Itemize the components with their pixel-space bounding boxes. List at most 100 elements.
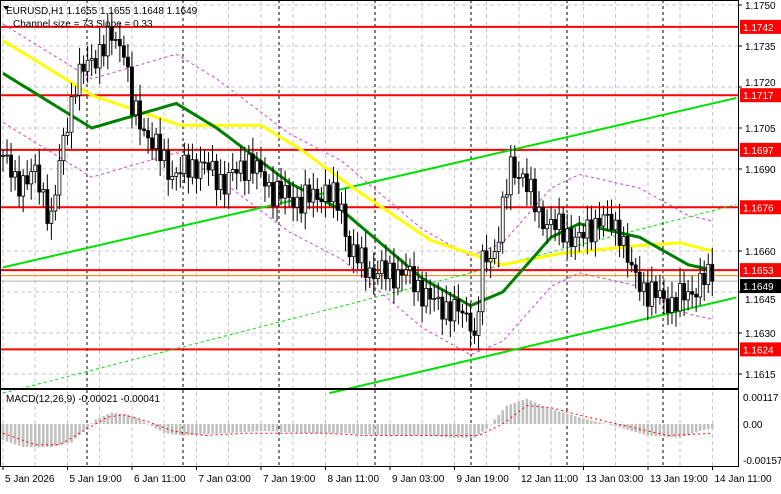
macd-histogram-bar <box>421 424 424 436</box>
macd-histogram-bar <box>22 424 25 447</box>
candle-body <box>610 214 613 229</box>
candle-body <box>82 64 85 71</box>
candle-body <box>679 284 682 311</box>
macd-histogram-bar <box>425 424 428 436</box>
macd-histogram-bar <box>590 420 593 424</box>
candle-body <box>380 261 383 274</box>
candle-body <box>570 229 573 247</box>
candle-body <box>425 288 428 306</box>
candle-body <box>384 261 387 279</box>
macd-histogram-bar <box>348 424 351 433</box>
macd-histogram-bar <box>54 424 57 446</box>
macd-histogram-bar <box>207 424 210 434</box>
macd-histogram-bar <box>38 424 41 447</box>
candle-body <box>453 299 456 321</box>
time-tick-label: 9 Jan 03:00 <box>392 474 445 485</box>
macd-histogram-bar <box>46 424 49 447</box>
macd-histogram-bar <box>332 424 335 433</box>
macd-histogram-bar <box>183 424 186 436</box>
macd-histogram-bar <box>578 417 581 424</box>
macd-histogram-bar <box>18 424 21 446</box>
candle-body <box>344 204 347 236</box>
candle-body <box>658 291 661 298</box>
macd-histogram-bar <box>312 424 315 433</box>
candle-body <box>586 220 589 238</box>
candle-body <box>529 179 532 191</box>
macd-histogram-bar <box>489 424 492 425</box>
candle-body <box>400 270 403 275</box>
macd-histogram-bar <box>518 401 521 424</box>
macd-histogram-bar <box>659 424 662 436</box>
macd-histogram-bar <box>199 424 202 435</box>
macd-histogram-bar <box>364 424 367 434</box>
macd-histogram-bar <box>292 424 295 433</box>
candle-body <box>58 161 61 195</box>
macd-histogram-bar <box>70 424 73 442</box>
macd-histogram-bar <box>336 424 339 433</box>
candle-body <box>143 129 146 130</box>
candle-body <box>675 298 678 311</box>
price-tick-label: 1.1750 <box>745 1 776 12</box>
macd-histogram-bar <box>280 424 283 432</box>
candle-body <box>191 160 194 178</box>
candle-body <box>14 172 17 178</box>
candle-body <box>433 298 436 299</box>
macd-histogram-bar <box>219 424 222 433</box>
macd-histogram-bar <box>538 404 541 424</box>
macd-histogram-bar <box>642 424 645 434</box>
candle-body <box>296 197 299 207</box>
macd-histogram-bar <box>203 424 206 434</box>
candle-body <box>360 248 363 263</box>
candle-body <box>392 263 395 288</box>
level-price-label: 1.1653 <box>743 266 774 277</box>
candle-body <box>461 311 464 313</box>
candle-body <box>183 155 186 173</box>
candle-body <box>284 185 287 198</box>
candle-body <box>102 44 105 55</box>
candle-body <box>207 163 210 170</box>
candle-body <box>368 268 371 278</box>
macd-histogram-bar <box>308 424 311 433</box>
candle-body <box>272 182 275 206</box>
macd-histogram-bar <box>405 424 408 436</box>
candle-body <box>542 207 545 228</box>
candle-body <box>30 172 33 184</box>
macd-histogram-bar <box>296 424 299 433</box>
candle-body <box>38 165 41 192</box>
candle-body <box>46 190 49 224</box>
price-tick-label: 1.1645 <box>745 295 776 306</box>
candle-body <box>654 282 657 298</box>
current-price-label: 1.1649 <box>743 282 774 293</box>
macd-histogram-bar <box>123 414 126 424</box>
candle-body <box>497 242 500 251</box>
macd-histogram-bar <box>42 424 45 447</box>
candle-body <box>687 292 690 300</box>
candle-body <box>167 150 170 179</box>
macd-histogram-bar <box>288 424 291 432</box>
macd-histogram-bar <box>707 424 710 429</box>
macd-histogram-bar <box>211 424 214 434</box>
candle-body <box>546 225 549 229</box>
macd-histogram-bar <box>34 424 37 447</box>
candle-body <box>247 154 250 180</box>
macd-histogram-bar <box>14 424 17 444</box>
candle-body <box>259 161 262 172</box>
macd-histogram-bar <box>372 424 375 435</box>
macd-histogram-bar <box>171 424 174 434</box>
candle-body <box>179 173 182 174</box>
candle-body <box>650 282 653 306</box>
candle-body <box>437 297 440 298</box>
macd-histogram-bar <box>493 419 496 424</box>
candle-body <box>481 251 484 312</box>
macd-histogram-bar <box>530 400 533 424</box>
macd-histogram-bar <box>562 412 565 424</box>
macd-histogram-bar <box>409 424 412 436</box>
time-tick-label: 13 Jan 03:00 <box>586 474 644 485</box>
candle-body <box>276 182 279 206</box>
candle-body <box>18 172 21 197</box>
macd-histogram-bar <box>227 424 230 433</box>
candle-body <box>308 185 311 202</box>
macd-histogram-bar <box>244 424 247 432</box>
macd-histogram-bar <box>441 424 444 437</box>
